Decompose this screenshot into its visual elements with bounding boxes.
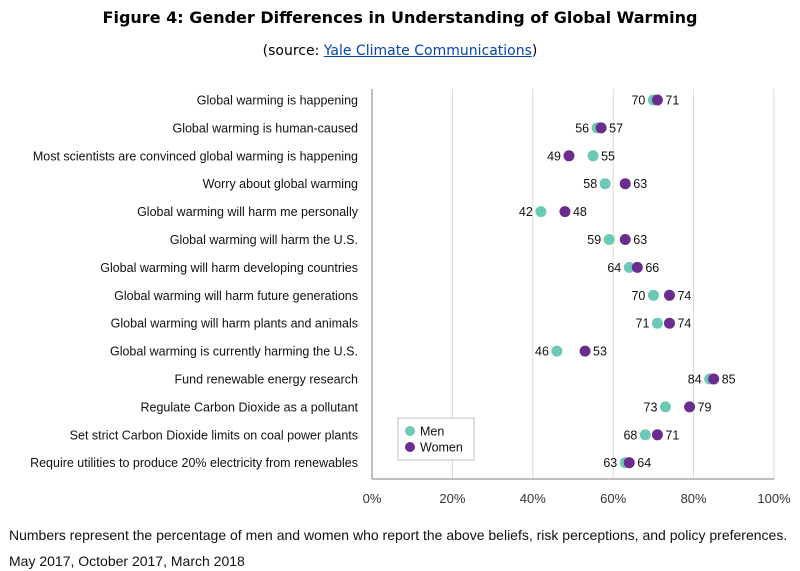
value-label-high: 64 [637,456,651,470]
women-point [619,234,631,245]
value-label-low: 59 [587,233,601,247]
x-axis-ticks: 0% 20% 40% 60% 80% 100% [363,491,791,506]
category-label: Global warming will harm plants and anim… [111,317,358,331]
value-label-low: 56 [575,121,589,135]
value-label-low: 71 [636,317,650,331]
women-point [708,373,720,385]
legend: Men Women [397,417,475,461]
x-tick-label: 0% [363,491,382,506]
x-tick-label: 20% [439,491,465,506]
value-label-high: 53 [593,345,607,359]
value-label-low: 63 [603,456,617,470]
women-point [595,122,607,134]
value-label-high: 79 [698,400,712,414]
men-point [651,317,663,329]
men-point [623,261,635,273]
legend-marker [405,442,415,452]
women-point [623,457,635,469]
value-label-high: 55 [601,149,615,163]
men-point [551,345,563,357]
source-prefix: (source: [262,43,324,59]
value-label-low: 58 [583,177,597,191]
women-point [559,206,571,218]
value-label-high: 66 [645,261,659,275]
value-label-low: 68 [623,428,637,442]
footnote: Numbers represent the percentage of men … [9,527,788,543]
value-label-high: 63 [633,177,647,191]
category-label: Regulate Carbon Dioxide as a pollutant [141,400,359,414]
men-point [535,206,547,218]
women-point [663,289,675,301]
category-label: Fund renewable energy research [175,373,358,387]
figure-title: Figure 4: Gender Differences in Understa… [102,8,698,27]
value-label-low: 70 [631,289,645,303]
men-point [599,178,611,190]
x-tick-label: 60% [600,491,626,506]
category-labels: Global warming is happening Global warmin… [30,94,359,471]
legend-label: Women [420,441,463,455]
value-label-low: 46 [535,345,549,359]
category-label: Require utilities to produce 20% electri… [30,456,358,470]
men-point [659,401,671,413]
value-label-low: 84 [688,373,702,387]
value-label-high: 74 [677,289,691,303]
women-point [619,178,631,190]
value-label-high: 57 [609,121,623,135]
women-point [579,345,591,357]
source-line: (source: Yale Climate Communications) [0,43,800,59]
category-label: Global warming is happening [197,94,358,108]
category-label: Global warming will harm the U.S. [170,233,358,247]
x-tick-label: 40% [520,491,546,506]
men-point [647,289,659,301]
x-tick-label: 80% [681,491,707,506]
men-point [639,429,651,441]
value-label-low: 73 [644,400,658,414]
category-label: Global warming will harm future generati… [114,289,358,303]
survey-dates: May 2017, October 2017, March 2018 [9,553,245,569]
legend-marker [405,426,415,436]
value-label-high: 63 [633,233,647,247]
category-label: Worry about global warming [203,177,358,191]
women-point [651,94,663,106]
source-link[interactable]: Yale Climate Communications [323,43,532,59]
women-point [684,401,696,413]
value-label-low: 42 [519,205,533,219]
value-label-high: 85 [722,373,736,387]
category-label: Global warming will harm me personally [137,205,359,219]
legend-box [397,417,475,461]
category-label: Global warming will harm developing coun… [100,261,358,275]
women-point [563,150,575,162]
category-label: Global warming is human-caused [172,121,358,135]
value-label-high: 71 [665,94,679,108]
value-label-low: 70 [631,94,645,108]
women-point [631,261,643,273]
value-label-low: 64 [607,261,621,275]
value-label-high: 71 [665,428,679,442]
women-point [663,317,675,329]
men-point [587,150,599,162]
category-label: Most scientists are convinced global war… [33,149,358,163]
value-label-high: 74 [677,317,691,331]
men-point [603,234,615,245]
category-label: Global warming is currently harming the … [110,345,358,359]
value-label-high: 48 [573,205,587,219]
x-tick-label: 100% [757,491,791,506]
category-label: Set strict Carbon Dioxide limits on coal… [70,428,358,442]
women-point [651,429,663,441]
grid-layer [371,89,775,480]
value-label-low: 49 [547,149,561,163]
source-suffix: ) [531,43,538,59]
legend-label: Men [420,425,444,439]
